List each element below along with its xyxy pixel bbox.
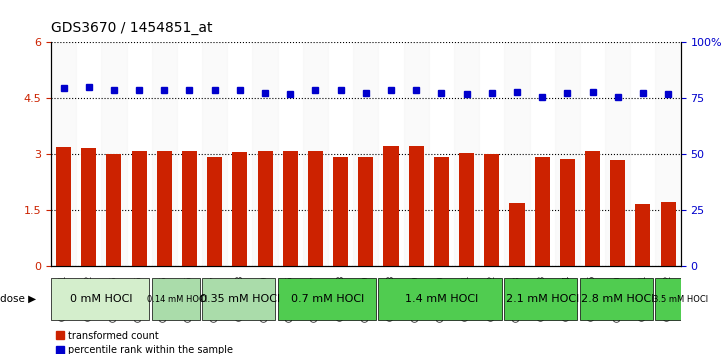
Bar [308,152,323,266]
Bar [585,152,600,266]
FancyBboxPatch shape [655,278,703,320]
Bar [51,42,76,266]
Bar [459,153,474,266]
Bar [534,156,550,266]
Bar [333,157,348,266]
Bar [132,151,146,266]
Bar [157,152,172,266]
Text: dose ▶: dose ▶ [0,294,36,304]
Bar [510,203,524,266]
Bar [282,152,298,266]
Text: 2.1 mM HOCl: 2.1 mM HOCl [505,294,579,304]
Bar [202,42,227,266]
Text: 1.4 mM HOCl: 1.4 mM HOCl [405,294,478,304]
Bar [403,42,429,266]
Bar [636,204,650,266]
Bar [101,42,127,266]
Bar [182,152,197,266]
Text: 3.5 mM HOCl: 3.5 mM HOCl [653,295,708,304]
Bar [434,156,449,266]
Bar [353,42,379,266]
Bar [605,42,630,266]
Bar [560,159,575,266]
Text: 0.35 mM HOCl: 0.35 mM HOCl [199,294,280,304]
Bar [151,42,177,266]
FancyBboxPatch shape [580,278,653,320]
Bar [207,157,222,266]
Text: 2.8 mM HOCl: 2.8 mM HOCl [581,294,654,304]
FancyBboxPatch shape [379,278,502,320]
FancyBboxPatch shape [277,278,376,320]
Bar [505,42,529,266]
Bar [258,152,272,266]
Bar [106,154,122,266]
Text: 0 mM HOCl: 0 mM HOCl [70,294,132,304]
Legend: transformed count, percentile rank within the sample: transformed count, percentile rank withi… [56,331,234,354]
Bar [555,42,580,266]
Bar [232,152,248,266]
Bar [56,147,71,266]
Bar [358,156,373,266]
FancyBboxPatch shape [202,278,275,320]
Bar [253,42,277,266]
Bar [303,42,328,266]
Bar [384,146,398,266]
Bar [82,148,96,266]
FancyBboxPatch shape [51,278,149,320]
FancyBboxPatch shape [151,278,199,320]
Bar [655,42,681,266]
FancyBboxPatch shape [505,278,577,320]
Bar [454,42,479,266]
Bar [484,154,499,266]
Text: 0.14 mM HOCl: 0.14 mM HOCl [147,295,207,304]
Text: 0.7 mM HOCl: 0.7 mM HOCl [291,294,365,304]
Bar [408,146,424,266]
Bar [660,201,676,266]
Text: GDS3670 / 1454851_at: GDS3670 / 1454851_at [51,21,213,35]
Bar [610,160,625,266]
